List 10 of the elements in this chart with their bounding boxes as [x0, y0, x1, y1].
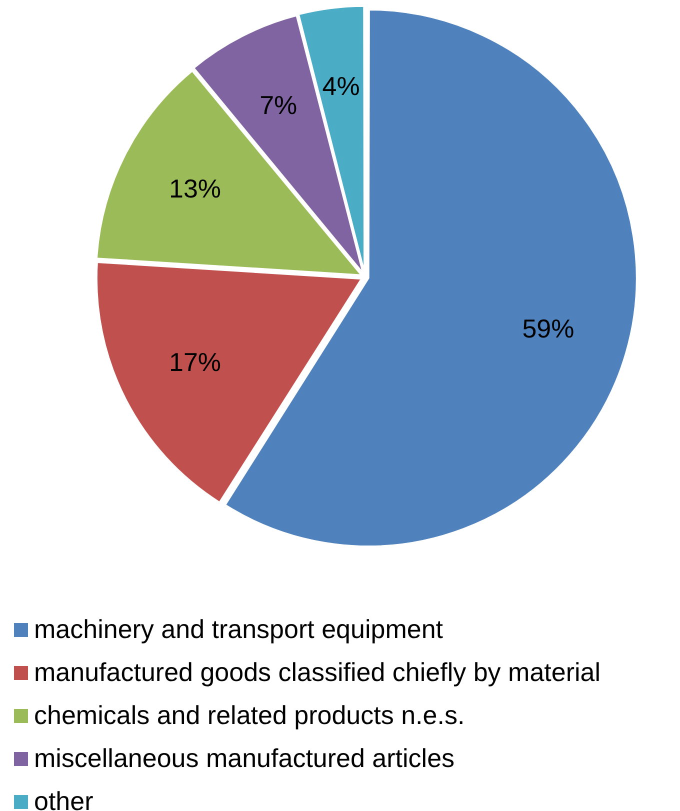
- data-label: 7%: [260, 90, 298, 120]
- data-label: 17%: [168, 346, 222, 377]
- data-label: 59%: [522, 313, 574, 344]
- legend-label: manufactured goods classified chiefly by material: [34, 657, 601, 688]
- legend-label: other: [34, 786, 94, 811]
- legend-label: chemicals and related products n.e.s.: [34, 700, 465, 731]
- legend-label: machinery and transport equipment: [34, 614, 444, 645]
- data-label: 13%: [168, 174, 222, 204]
- legend-label: miscellaneous manufactured articles: [34, 743, 455, 774]
- data-label: 4%: [322, 70, 360, 101]
